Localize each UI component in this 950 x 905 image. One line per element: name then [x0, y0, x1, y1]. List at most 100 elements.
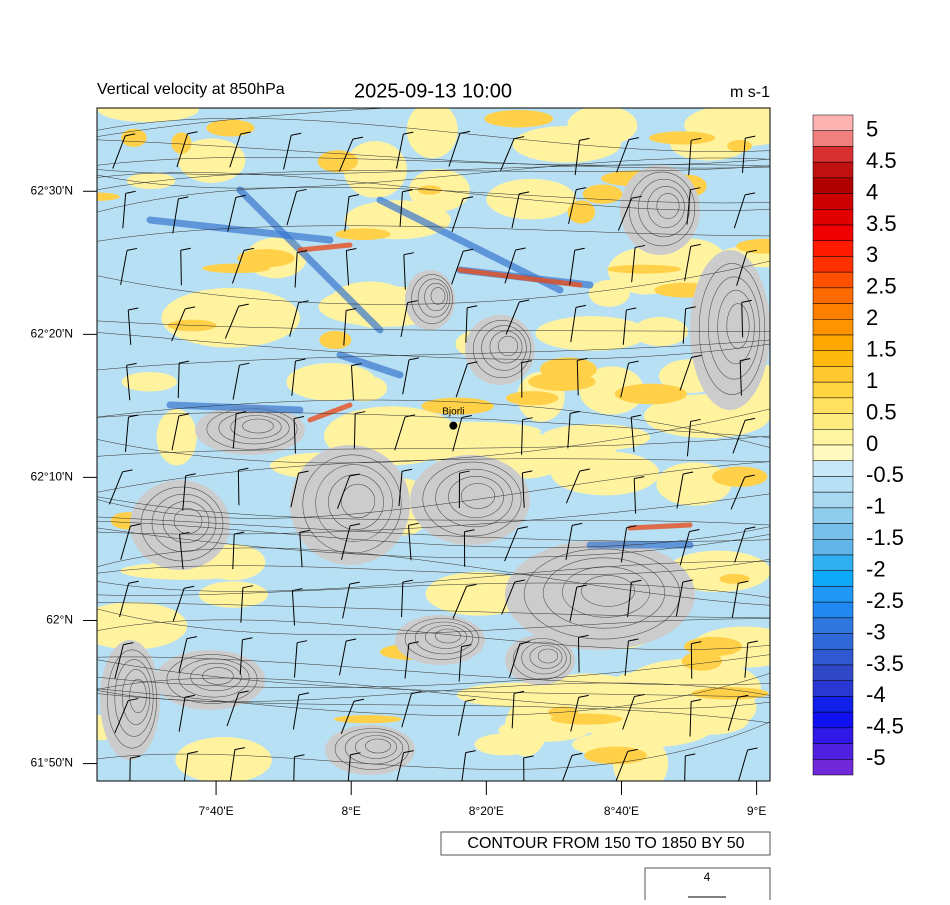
positive-area: [407, 102, 458, 158]
color-box: [813, 681, 853, 697]
updraft-streak: [630, 525, 690, 528]
lat-label: 62°30'N: [31, 183, 73, 197]
positive-area: [583, 184, 623, 203]
wind-barb: [238, 470, 239, 505]
positive-area: [286, 363, 376, 401]
color-box: [813, 461, 853, 477]
color-box: [813, 728, 853, 744]
positive-area: [122, 372, 177, 391]
colorbar-label: -2: [866, 557, 886, 582]
colorbar-label: 4.5: [866, 148, 897, 173]
color-box: [813, 288, 853, 304]
positive-area: [727, 140, 752, 152]
color-box: [813, 712, 853, 728]
colorbar-label: -2.5: [866, 588, 904, 613]
positive-area: [607, 265, 681, 274]
positive-area: [344, 141, 407, 198]
color-box: [813, 602, 853, 618]
colorbar-label: 0.5: [866, 399, 897, 424]
colorbar-label: -1.5: [866, 525, 904, 550]
colorbar-label: -3: [866, 619, 886, 644]
positive-area: [484, 110, 553, 127]
color-box: [813, 429, 853, 445]
terrain: [690, 250, 770, 410]
colorbar-label: 5: [866, 117, 878, 142]
terrain: [395, 615, 485, 665]
color-box: [813, 555, 853, 571]
units: m s-1: [730, 84, 770, 101]
positive-area: [649, 131, 715, 144]
color-box: [813, 131, 853, 147]
positive-area: [736, 239, 795, 254]
positive-area: [568, 200, 596, 223]
color-box: [813, 225, 853, 241]
time: 2025-09-13 10:00: [354, 80, 512, 102]
positive-area: [121, 129, 147, 147]
colorbar-label: -4: [866, 682, 886, 707]
colorbar-label: -1: [866, 494, 886, 519]
color-box: [813, 571, 853, 587]
color-box: [813, 335, 853, 351]
color-box: [813, 696, 853, 712]
colorbar-label: 0: [866, 431, 878, 456]
color-box: [813, 256, 853, 272]
positive-area: [506, 391, 559, 405]
lon-label: 9°E: [747, 804, 766, 818]
station-name: Bjorli: [442, 406, 464, 417]
lon-label: 7°40'E: [199, 804, 234, 818]
colorbar-label: -5: [866, 745, 886, 770]
colorbar-label: -4.5: [866, 714, 904, 739]
positive-area: [171, 132, 191, 153]
positive-area: [332, 282, 408, 317]
terrain: [410, 455, 530, 545]
terrain: [325, 725, 415, 775]
colorbar-label: -3.5: [866, 651, 904, 676]
positive-area: [719, 574, 750, 584]
positive-area: [567, 106, 637, 146]
color-box: [813, 634, 853, 650]
terrain: [465, 315, 535, 385]
color-box: [813, 382, 853, 398]
wind-reference: 4: [704, 870, 711, 884]
colorbar-label: 1: [866, 368, 878, 393]
station: [449, 422, 457, 430]
lat-label: 62°N: [46, 613, 73, 627]
color-box: [813, 586, 853, 602]
color-box: [813, 194, 853, 210]
positive-area: [175, 737, 272, 783]
color-box: [813, 351, 853, 367]
positive-area: [486, 179, 576, 220]
colorbar-label: 4: [866, 179, 878, 204]
positive-area: [237, 249, 294, 267]
color-box: [813, 146, 853, 162]
color-box: [813, 618, 853, 634]
positive-area: [97, 96, 199, 122]
color-box: [813, 759, 853, 775]
positive-area: [682, 652, 722, 671]
color-box: [813, 414, 853, 430]
color-box: [813, 366, 853, 382]
colorbar-label: 2: [866, 305, 878, 330]
lat-label: 62°10'N: [31, 470, 73, 484]
colorbar-label: 1.5: [866, 337, 897, 362]
lon-label: 8°40'E: [604, 804, 639, 818]
lat-label: 61°50'N: [31, 756, 73, 770]
colorbar-label: 2.5: [866, 274, 897, 299]
positive-area: [589, 280, 630, 307]
positive-area: [475, 734, 534, 756]
positive-area: [535, 316, 648, 351]
wind-barb: [130, 758, 131, 793]
color-box: [813, 162, 853, 178]
colorbar-label: -0.5: [866, 462, 904, 487]
positive-area: [76, 193, 120, 201]
positive-area: [540, 357, 597, 380]
lon-label: 8°20'E: [469, 804, 504, 818]
positive-area: [157, 409, 197, 465]
color-box: [813, 272, 853, 288]
color-box: [813, 744, 853, 760]
positive-area: [551, 713, 622, 724]
lat-label: 62°20'N: [31, 327, 73, 341]
positive-area: [319, 331, 351, 349]
color-box: [813, 665, 853, 681]
